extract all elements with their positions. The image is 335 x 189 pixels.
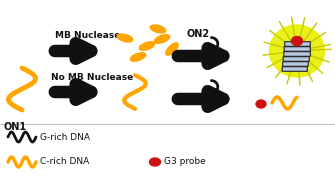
FancyBboxPatch shape — [283, 57, 309, 61]
Text: G-rich DNA: G-rich DNA — [40, 132, 90, 142]
FancyBboxPatch shape — [282, 67, 307, 71]
Text: MB Nuclease: MB Nuclease — [55, 32, 121, 40]
Ellipse shape — [154, 35, 170, 43]
Ellipse shape — [152, 23, 164, 35]
Ellipse shape — [256, 100, 266, 108]
FancyBboxPatch shape — [284, 52, 310, 56]
Ellipse shape — [141, 40, 153, 52]
Text: G3 probe: G3 probe — [164, 157, 206, 167]
Ellipse shape — [269, 25, 325, 77]
Text: ON2: ON2 — [187, 29, 210, 39]
FancyBboxPatch shape — [285, 42, 310, 46]
Ellipse shape — [118, 33, 132, 43]
Text: No MB Nuclease: No MB Nuclease — [51, 73, 133, 81]
Ellipse shape — [291, 36, 303, 46]
Ellipse shape — [149, 158, 160, 166]
Text: C-rich DNA: C-rich DNA — [40, 157, 89, 167]
Ellipse shape — [130, 53, 146, 61]
FancyBboxPatch shape — [283, 62, 308, 66]
Ellipse shape — [165, 44, 179, 54]
Text: ON1: ON1 — [4, 122, 27, 132]
FancyBboxPatch shape — [284, 47, 310, 51]
